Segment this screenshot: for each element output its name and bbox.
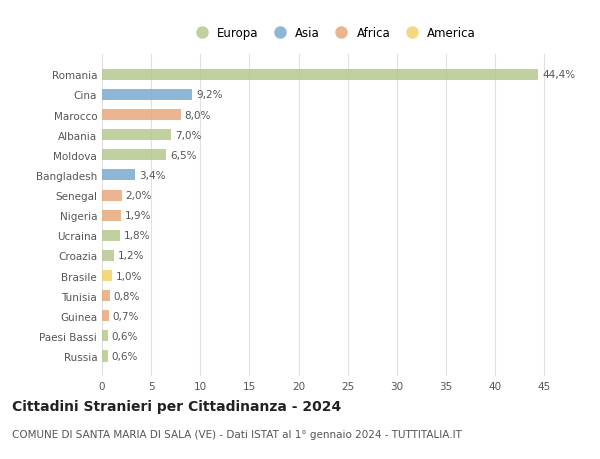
Text: Cittadini Stranieri per Cittadinanza - 2024: Cittadini Stranieri per Cittadinanza - 2… (12, 399, 341, 413)
Bar (102, 330, 108, 341)
Text: 0,8%: 0,8% (114, 291, 140, 301)
Text: 44,4%: 44,4% (542, 70, 575, 80)
Legend: Europa, Asia, Africa, America: Europa, Asia, Africa, America (185, 22, 481, 45)
Text: 3,4%: 3,4% (139, 171, 166, 180)
Bar (102, 130, 171, 141)
Text: 1,9%: 1,9% (125, 211, 151, 221)
Text: 2,0%: 2,0% (125, 190, 152, 201)
Bar (102, 210, 121, 221)
Bar (102, 250, 114, 262)
Bar (102, 230, 119, 241)
Text: 0,6%: 0,6% (112, 331, 138, 341)
Bar (102, 270, 112, 281)
Bar (102, 190, 122, 201)
Text: 7,0%: 7,0% (175, 130, 201, 140)
Bar (102, 170, 136, 181)
Text: 1,0%: 1,0% (116, 271, 142, 281)
Text: 1,2%: 1,2% (118, 251, 144, 261)
Text: 0,6%: 0,6% (112, 351, 138, 361)
Text: 6,5%: 6,5% (170, 151, 196, 161)
Bar (102, 70, 538, 81)
Text: 9,2%: 9,2% (196, 90, 223, 100)
Bar (102, 150, 166, 161)
Text: COMUNE DI SANTA MARIA DI SALA (VE) - Dati ISTAT al 1° gennaio 2024 - TUTTITALIA.: COMUNE DI SANTA MARIA DI SALA (VE) - Dat… (12, 429, 462, 439)
Text: 1,8%: 1,8% (124, 231, 150, 241)
Text: 8,0%: 8,0% (185, 110, 211, 120)
Bar (102, 291, 110, 302)
Text: 0,7%: 0,7% (113, 311, 139, 321)
Bar (102, 351, 108, 362)
Bar (102, 90, 193, 101)
Bar (102, 311, 109, 322)
Bar (102, 110, 181, 121)
